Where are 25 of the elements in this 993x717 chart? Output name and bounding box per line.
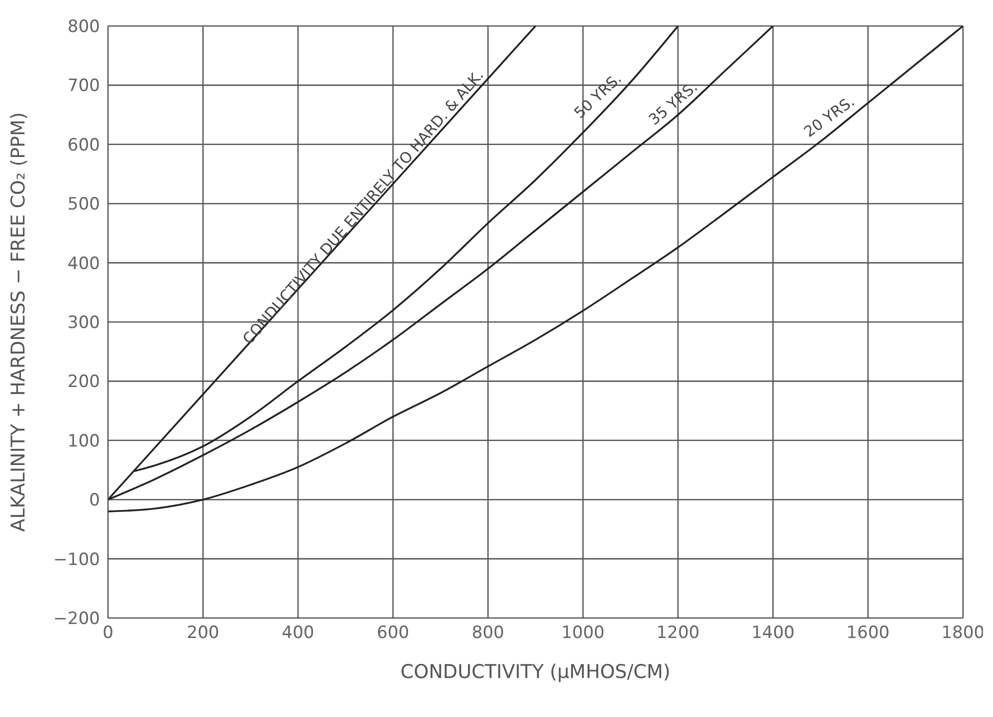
x-tick-label: 600: [376, 623, 410, 644]
y-tick-label: 0: [89, 490, 100, 511]
x-tick-label: 400: [282, 623, 314, 644]
x-tick-label: 1400: [751, 623, 795, 644]
y-tick-label: 300: [68, 313, 100, 334]
x-tick-label: 200: [186, 623, 220, 644]
y-tick-label: 700: [68, 76, 100, 96]
x-tick-label: 1200: [656, 623, 700, 644]
y-tick-label: 400: [68, 254, 100, 274]
y-tick-label: 200: [68, 372, 100, 392]
y-axis-title: ALKALINITY + HARDNESS − FREE CO₂ (PPM): [8, 112, 30, 532]
annotation: 20 YRS.: [800, 92, 858, 141]
annotation: 35 YRS.: [645, 78, 702, 129]
x-tick-label: 1600: [846, 623, 890, 644]
x-tick-label: 1000: [561, 623, 605, 644]
y-tick-label: 500: [68, 194, 100, 215]
x-tick-label: 800: [472, 623, 504, 644]
y-tick-label: 800: [68, 17, 100, 38]
y-tick-label: 100: [68, 431, 100, 452]
y-tick-label: −200: [53, 609, 100, 630]
annotation: 50 YRS.: [570, 70, 626, 122]
y-tick-label: −100: [53, 550, 100, 570]
x-axis-title: CONDUCTIVITY (μMHOS/CM): [400, 661, 670, 683]
y-tick-label: 600: [68, 135, 100, 156]
x-tick-label: 0: [102, 623, 114, 644]
